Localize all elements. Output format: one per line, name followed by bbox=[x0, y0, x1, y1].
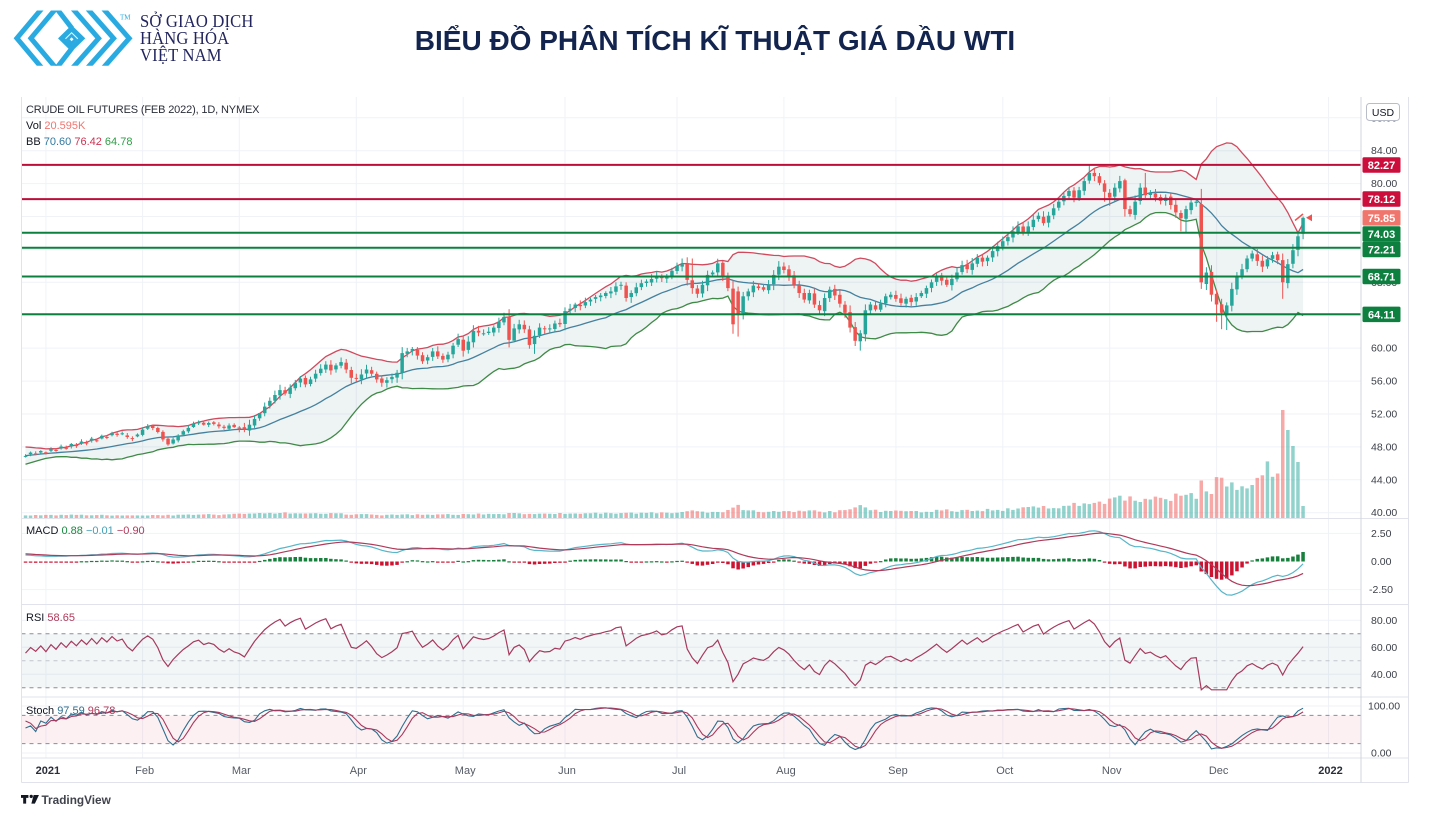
svg-text:Oct: Oct bbox=[996, 765, 1013, 777]
svg-text:100.00: 100.00 bbox=[1368, 701, 1400, 713]
svg-text:44.00: 44.00 bbox=[1371, 474, 1397, 486]
svg-text:0.00: 0.00 bbox=[1371, 556, 1392, 568]
svg-text:Jul: Jul bbox=[672, 765, 686, 777]
svg-text:0.00: 0.00 bbox=[1371, 748, 1392, 760]
svg-text:Nov: Nov bbox=[1102, 765, 1122, 777]
svg-text:Dec: Dec bbox=[1209, 765, 1229, 777]
svg-text:74.03: 74.03 bbox=[1368, 229, 1396, 241]
svg-text:RSI 58.65: RSI 58.65 bbox=[26, 612, 75, 624]
svg-text:60.00: 60.00 bbox=[1371, 642, 1397, 654]
svg-text:52.00: 52.00 bbox=[1371, 409, 1397, 421]
svg-text:68.71: 68.71 bbox=[1368, 272, 1396, 284]
svg-text:84.00: 84.00 bbox=[1371, 145, 1397, 157]
svg-text:Feb: Feb bbox=[135, 765, 154, 777]
svg-text:56.00: 56.00 bbox=[1371, 376, 1397, 388]
svg-text:40.00: 40.00 bbox=[1371, 507, 1397, 519]
svg-text:48.00: 48.00 bbox=[1371, 441, 1397, 453]
svg-text:78.12: 78.12 bbox=[1368, 194, 1396, 206]
svg-text:2021: 2021 bbox=[36, 765, 60, 777]
svg-text:Stoch 97.59 96.78: Stoch 97.59 96.78 bbox=[26, 705, 115, 717]
svg-text:-2.50: -2.50 bbox=[1369, 584, 1393, 596]
svg-text:80.00: 80.00 bbox=[1371, 615, 1397, 627]
svg-text:Apr: Apr bbox=[350, 765, 367, 777]
svg-text:Aug: Aug bbox=[776, 765, 796, 777]
svg-text:2.50: 2.50 bbox=[1371, 528, 1392, 540]
svg-text:MACD 0.88 −0.01 −0.90: MACD 0.88 −0.01 −0.90 bbox=[26, 525, 145, 537]
svg-text:2022: 2022 bbox=[1318, 765, 1342, 777]
svg-text:82.27: 82.27 bbox=[1368, 160, 1396, 172]
svg-text:Sep: Sep bbox=[888, 765, 908, 777]
svg-text:TradingView: TradingView bbox=[42, 793, 112, 807]
svg-text:72.21: 72.21 bbox=[1368, 245, 1396, 257]
svg-text:40.00: 40.00 bbox=[1371, 669, 1397, 681]
svg-text:Vol 20.595K: Vol 20.595K bbox=[26, 120, 86, 132]
svg-text:USD: USD bbox=[1372, 107, 1395, 119]
svg-text:CRUDE OIL FUTURES (FEB 2022),: CRUDE OIL FUTURES (FEB 2022), 1D, NYMEX bbox=[26, 104, 260, 116]
svg-text:BB 70.60 76.42 64.78: BB 70.60 76.42 64.78 bbox=[26, 136, 132, 148]
svg-text:80.00: 80.00 bbox=[1371, 178, 1397, 190]
svg-text:64.11: 64.11 bbox=[1368, 309, 1395, 321]
svg-text:75.85: 75.85 bbox=[1368, 213, 1396, 225]
svg-text:60.00: 60.00 bbox=[1371, 343, 1397, 355]
svg-text:Jun: Jun bbox=[558, 765, 576, 777]
svg-text:May: May bbox=[455, 765, 476, 777]
svg-text:TM: TM bbox=[120, 14, 131, 22]
svg-text:Mar: Mar bbox=[232, 765, 251, 777]
